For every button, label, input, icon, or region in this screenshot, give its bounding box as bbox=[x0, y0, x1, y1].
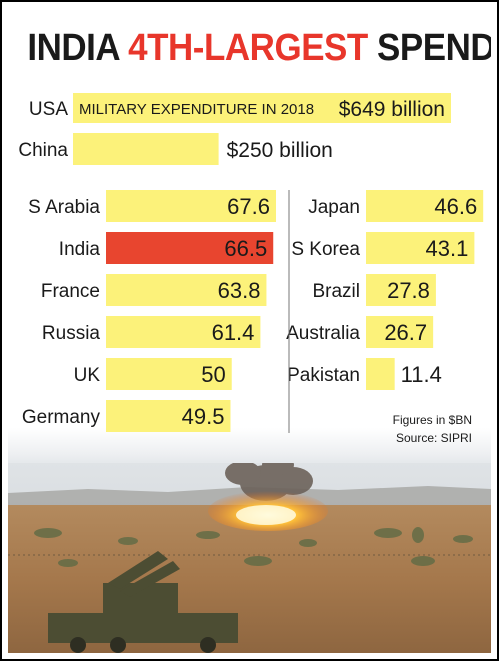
value-label-brazil: 27.8 bbox=[387, 278, 430, 303]
bar-australia bbox=[366, 316, 434, 348]
category-label-brazil: Brazil bbox=[312, 281, 360, 302]
bar-s-korea bbox=[366, 232, 475, 264]
value-label-france: 63.8 bbox=[218, 278, 261, 303]
bar-usa bbox=[73, 93, 451, 123]
category-label-france: France bbox=[41, 281, 100, 302]
category-label-s-arabia: S Arabia bbox=[28, 197, 100, 218]
category-label-pakistan: Pakistan bbox=[287, 365, 360, 386]
bar-china bbox=[73, 133, 219, 165]
value-label-china: $250 billion bbox=[227, 139, 333, 162]
infographic-panel: INDIA 4TH-LARGEST SPENDER USA MILITARY EX… bbox=[8, 8, 491, 653]
value-label-s-arabia: 67.6 bbox=[227, 194, 270, 219]
value-label-australia: 26.7 bbox=[384, 320, 427, 345]
category-label-usa: USA bbox=[29, 99, 68, 120]
bar-brazil bbox=[366, 274, 436, 306]
value-label-usa: $649 billion bbox=[339, 98, 445, 121]
bar-france bbox=[106, 274, 267, 306]
bar-pakistan bbox=[366, 358, 395, 390]
figures-note: Figures in $BN bbox=[393, 413, 472, 427]
bar-germany bbox=[106, 400, 231, 432]
category-label-japan: Japan bbox=[308, 197, 360, 218]
value-label-russia: 61.4 bbox=[212, 320, 255, 345]
bar-uk bbox=[106, 358, 232, 390]
bar-s-arabia bbox=[106, 190, 276, 222]
value-label-japan: 46.6 bbox=[434, 194, 477, 219]
category-label-china: China bbox=[18, 140, 68, 161]
page-title: INDIA 4TH-LARGEST SPENDER bbox=[27, 8, 491, 88]
category-label-uk: UK bbox=[74, 365, 101, 386]
value-label-india: 66.5 bbox=[224, 236, 267, 261]
title-highlight: 4TH-LARGEST bbox=[128, 27, 368, 69]
bar-japan bbox=[366, 190, 484, 222]
category-label-india: India bbox=[59, 239, 101, 260]
value-label-germany: 49.5 bbox=[182, 404, 225, 429]
bar-inner-label-usa: MILITARY EXPENDITURE IN 2018 bbox=[79, 101, 314, 118]
source-note: Source: SIPRI bbox=[396, 431, 472, 445]
bar-russia bbox=[106, 316, 261, 348]
category-label-s-korea: S Korea bbox=[291, 239, 360, 260]
value-label-pakistan: 11.4 bbox=[401, 362, 442, 387]
category-label-australia: Australia bbox=[286, 323, 360, 344]
title-part1: INDIA bbox=[27, 27, 129, 69]
desert-scene-image bbox=[8, 463, 491, 653]
category-label-germany: Germany bbox=[22, 407, 101, 428]
bar-india bbox=[106, 232, 274, 264]
value-label-uk: 50 bbox=[201, 362, 225, 387]
bar-chart: USA MILITARY EXPENDITURE IN 2018 $649 bill… bbox=[18, 93, 484, 445]
category-label-russia: Russia bbox=[42, 323, 101, 344]
title-part2: SPENDER bbox=[377, 27, 491, 69]
value-label-s-korea: 43.1 bbox=[426, 236, 469, 261]
